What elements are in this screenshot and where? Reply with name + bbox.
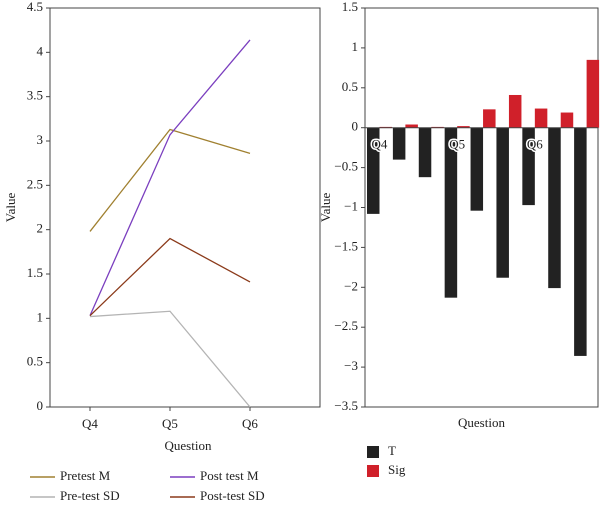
x-axis-title: Question [458,415,505,430]
y-tick-label: −3 [344,358,358,373]
y-tick-label: 2 [37,221,44,236]
legend-label: Post test M [200,468,259,483]
legend-label: Pre-test SD [60,488,120,503]
bar [418,127,432,178]
bar [470,127,484,211]
y-tick-label: 4.5 [27,0,43,14]
bar [534,108,548,128]
bar [483,109,496,128]
y-axis-title: Value [318,192,333,222]
bar [508,94,522,128]
bar [444,127,458,298]
y-tick-label: −2 [344,278,358,293]
legend-label: Pretest M [60,468,111,483]
plot-frame [49,7,321,408]
bar [560,112,574,128]
x-tick-label: Q5 [449,137,465,152]
y-axis-title: Value [3,192,18,222]
line [89,39,251,316]
x-tick-label: Q5 [162,416,178,431]
y-tick-label: 3.5 [27,88,43,103]
bar [522,127,535,206]
legend-label: Post-test SD [200,488,265,503]
y-tick-label: 0 [352,119,359,134]
bar [496,127,509,278]
y-tick-label: 3 [37,132,44,147]
x-tick-label: Q6 [242,416,258,431]
bar [548,127,561,289]
legend-label: T [388,443,396,458]
line [89,237,251,317]
bar [586,59,600,128]
y-tick-label: −0.5 [334,159,358,174]
y-tick-label: −1.5 [334,238,358,253]
x-tick-label: Q6 [527,137,543,152]
y-tick-label: −2.5 [334,318,358,333]
y-tick-label: 0.5 [27,354,43,369]
y-tick-label: 1 [352,39,359,54]
x-tick-label: Q4 [372,137,388,152]
legend-label: Sig [388,462,406,477]
bar [405,124,418,128]
legend-swatch [367,465,379,477]
x-tick-label: Q4 [82,416,98,431]
bar [367,127,380,214]
y-tick-label: 2.5 [27,176,43,191]
line [89,128,251,232]
legend-swatch [367,446,379,458]
y-tick-label: 1 [37,309,44,324]
y-tick-label: 1.5 [27,265,43,280]
x-axis-title: Question [165,438,212,453]
bar [574,127,587,356]
y-tick-label: −3.5 [334,398,358,413]
y-tick-label: 4 [37,43,44,58]
bar [457,126,470,128]
y-tick-label: −1 [344,198,358,213]
y-tick-label: 0.5 [342,79,358,94]
y-tick-label: 0 [37,398,44,413]
bar [392,127,406,160]
line [89,310,251,408]
y-tick-label: 1.5 [342,0,358,14]
